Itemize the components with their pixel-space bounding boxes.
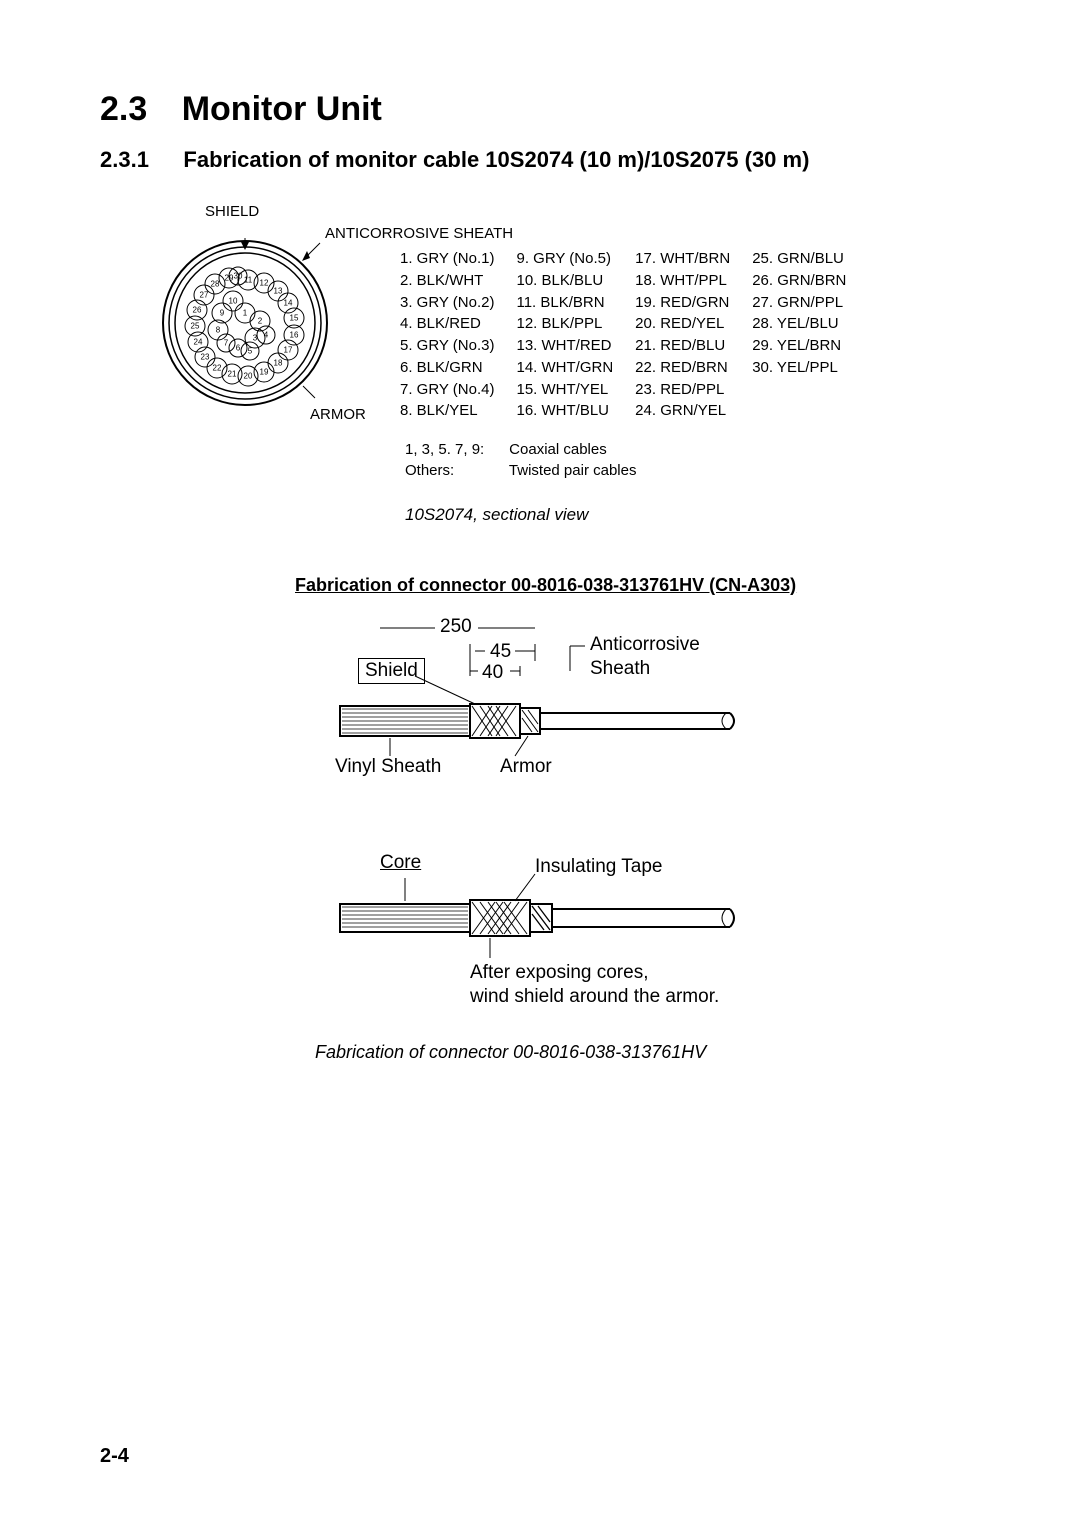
- wire-item: 29. YEL/BRN: [752, 335, 846, 357]
- svg-text:9: 9: [220, 309, 225, 318]
- subsection-number: 2.3.1: [100, 147, 149, 173]
- caption-sectional-view: 10S2074, sectional view: [405, 505, 980, 525]
- wire-item: 19. RED/GRN: [635, 292, 730, 314]
- note-val: Twisted pair cables: [509, 462, 637, 479]
- wire-item: 22. RED/BRN: [635, 357, 730, 379]
- svg-text:27: 27: [200, 291, 209, 300]
- wire-item: 21. RED/BLU: [635, 335, 730, 357]
- svg-text:17: 17: [284, 346, 293, 355]
- svg-text:10: 10: [229, 297, 238, 306]
- subsection-title: Fabrication of monitor cable 10S2074 (10…: [183, 147, 809, 173]
- svg-text:8: 8: [216, 326, 221, 335]
- svg-text:5: 5: [248, 347, 253, 356]
- wire-col-4: 25. GRN/BLU 26. GRN/BRN 27. GRN/PPL 28. …: [752, 248, 846, 422]
- svg-text:15: 15: [290, 314, 299, 323]
- note-val: Coaxial cables: [509, 441, 607, 458]
- svg-text:14: 14: [284, 299, 293, 308]
- svg-text:25: 25: [191, 322, 200, 331]
- wire-item: 26. GRN/BRN: [752, 270, 846, 292]
- cable-cross-section-diagram: SHIELD ANTICORROSIVE SHEATH ARMOR 1 2 3 …: [100, 203, 380, 423]
- svg-text:19: 19: [260, 368, 269, 377]
- svg-text:22: 22: [213, 364, 222, 373]
- cable-notes: 1, 3, 5. 7, 9: Coaxial cables Others: Tw…: [405, 439, 980, 481]
- wire-item: 15. WHT/YEL: [516, 379, 613, 401]
- wire-item: 18. WHT/PPL: [635, 270, 730, 292]
- note-key: Others:: [405, 460, 505, 481]
- wire-item: 27. GRN/PPL: [752, 292, 846, 314]
- section-title: Monitor Unit: [182, 90, 382, 129]
- wire-item: 25. GRN/BLU: [752, 248, 846, 270]
- connector-subheading: Fabrication of connector 00-8016-038-313…: [295, 575, 980, 596]
- wire-item: 14. WHT/GRN: [516, 357, 613, 379]
- svg-text:7: 7: [224, 339, 229, 348]
- wire-item: 12. BLK/PPL: [516, 313, 613, 335]
- wire-item: 10. BLK/BLU: [516, 270, 613, 292]
- svg-text:28: 28: [211, 280, 220, 289]
- wire-item: 28. YEL/BLU: [752, 313, 846, 335]
- svg-text:11: 11: [244, 276, 253, 285]
- svg-text:20: 20: [244, 372, 253, 381]
- connector-svg-2: [320, 856, 840, 1016]
- wire-item: 24. GRN/YEL: [635, 400, 730, 422]
- svg-text:26: 26: [193, 306, 202, 315]
- svg-text:24: 24: [194, 338, 203, 347]
- section-number: 2.3: [100, 90, 147, 129]
- section-heading: 2.3 Monitor Unit: [100, 90, 980, 129]
- connector-figure-1: 250 45 40 Shield Anticorrosive Sheath Vi…: [320, 616, 840, 796]
- wire-col-2: 9. GRY (No.5) 10. BLK/BLU 11. BLK/BRN 12…: [516, 248, 613, 422]
- wire-item: 30. YEL/PPL: [752, 357, 846, 379]
- cross-section-svg: 1 2 3 4 5 6 7 8 9 10 11 12 13 14 15 16: [160, 238, 330, 408]
- svg-text:12: 12: [260, 279, 269, 288]
- page-number: 2-4: [100, 1445, 129, 1468]
- svg-text:2: 2: [258, 317, 263, 326]
- wire-item: 17. WHT/BRN: [635, 248, 730, 270]
- subsection-heading: 2.3.1 Fabrication of monitor cable 10S20…: [100, 147, 980, 173]
- wire-item: 16. WHT/BLU: [516, 400, 613, 422]
- wire-list: 1. GRY (No.1) 2. BLK/WHT 3. GRY (No.2) 4…: [400, 248, 846, 422]
- svg-text:18: 18: [274, 359, 283, 368]
- svg-text:13: 13: [274, 287, 283, 296]
- svg-text:16: 16: [290, 331, 299, 340]
- svg-text:23: 23: [201, 353, 210, 362]
- svg-text:4: 4: [264, 331, 269, 340]
- shield-label: SHIELD: [205, 203, 259, 220]
- svg-text:6: 6: [236, 344, 241, 353]
- connector-figure-2: Core Insulating Tape After exposing core…: [320, 856, 840, 1016]
- wire-col-3: 17. WHT/BRN 18. WHT/PPL 19. RED/GRN 20. …: [635, 248, 730, 422]
- caption-connector: Fabrication of connector 00-8016-038-313…: [315, 1042, 980, 1063]
- wire-item: 9. GRY (No.5): [516, 248, 613, 270]
- note-key: 1, 3, 5. 7, 9:: [405, 439, 505, 460]
- wire-item: 13. WHT/RED: [516, 335, 613, 357]
- svg-text:30: 30: [234, 272, 243, 281]
- wire-item: 23. RED/PPL: [635, 379, 730, 401]
- wire-item: 11. BLK/BRN: [516, 292, 613, 314]
- svg-text:1: 1: [243, 309, 248, 318]
- connector-svg-1: [320, 616, 840, 796]
- sectional-view-figure: SHIELD ANTICORROSIVE SHEATH ARMOR 1 2 3 …: [100, 203, 980, 423]
- wire-item: 20. RED/YEL: [635, 313, 730, 335]
- svg-text:21: 21: [228, 370, 237, 379]
